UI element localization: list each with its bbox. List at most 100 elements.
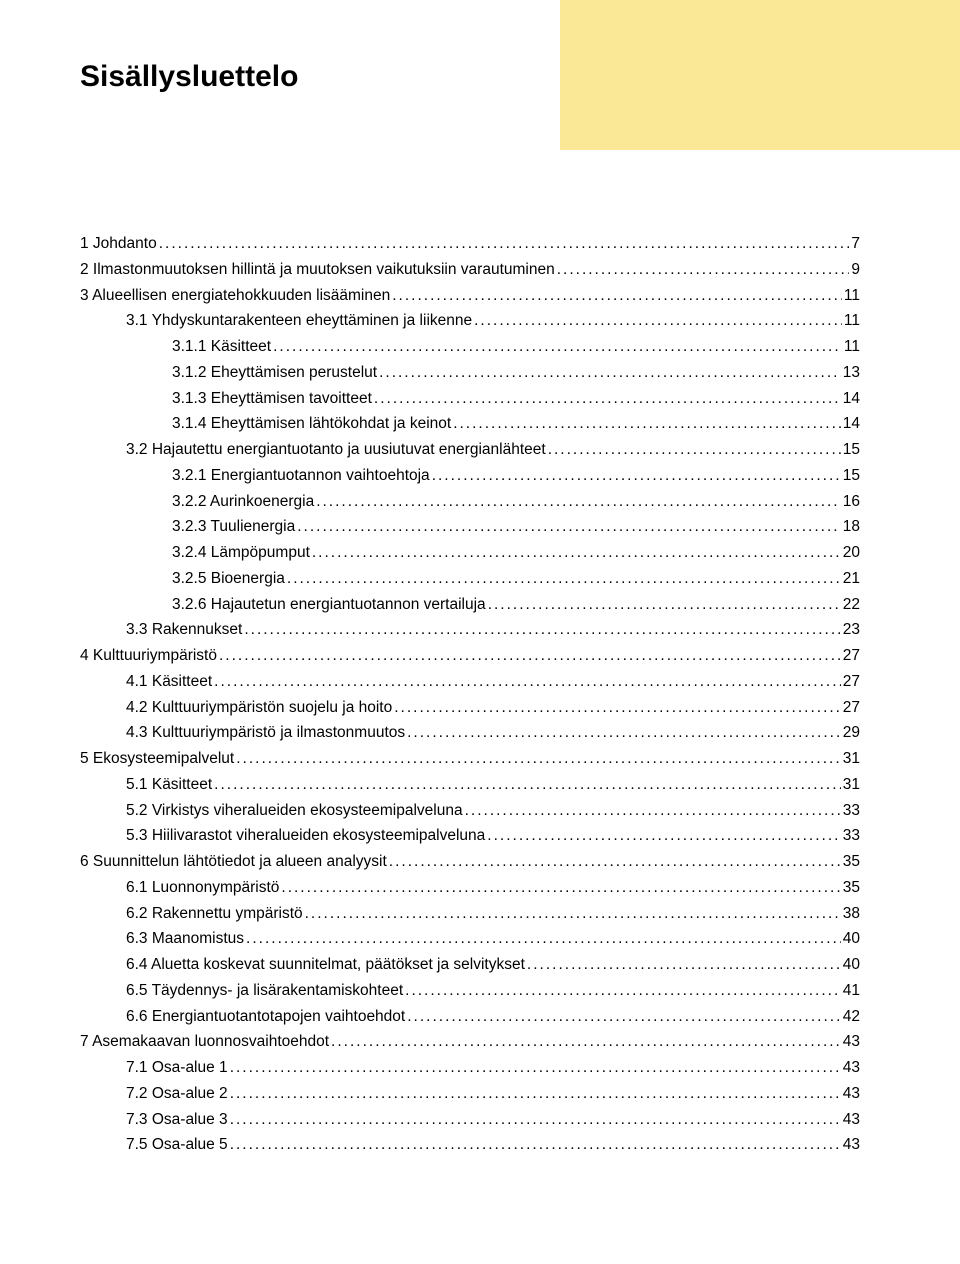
toc-leader-dots	[474, 309, 842, 332]
toc-entry-page: 35	[843, 876, 860, 899]
toc-entry-page: 11	[844, 309, 860, 332]
toc-entry: 1 Johdanto 7	[80, 232, 860, 255]
toc-entry: 3.2.2 Aurinkoenergia16	[80, 490, 860, 513]
toc-leader-dots	[557, 258, 850, 281]
toc-leader-dots	[316, 490, 841, 513]
toc-entry-label: 5.1 Käsitteet	[126, 773, 212, 796]
toc-entry-label: 7.5 Osa-alue 5	[126, 1133, 228, 1156]
toc-entry-label: 4.2 Kulttuuriympäristön suojelu ja hoito	[126, 696, 392, 719]
toc-entry: 3.2.3 Tuulienergia 18	[80, 515, 860, 538]
toc-entry-page: 42	[843, 1005, 860, 1028]
toc-leader-dots	[392, 284, 842, 307]
toc-entry-label: 3.2.3 Tuulienergia	[172, 515, 295, 538]
toc-entry-label: 3.2.4 Lämpöpumput	[172, 541, 310, 564]
toc-entry-page: 14	[843, 387, 860, 410]
toc-entry-page: 43	[843, 1133, 860, 1156]
toc-leader-dots	[394, 696, 841, 719]
toc-entry-page: 18	[843, 515, 860, 538]
toc-entry-label: 6.5 Täydennys- ja lisärakentamiskohteet	[126, 979, 403, 1002]
toc-entry: 7.5 Osa-alue 5 43	[80, 1133, 860, 1156]
toc-leader-dots	[230, 1056, 841, 1079]
toc-leader-dots	[214, 670, 841, 693]
toc-entry: 7 Asemakaavan luonnosvaihtoehdot43	[80, 1030, 860, 1053]
toc-entry-label: 7.2 Osa-alue 2	[126, 1082, 228, 1105]
toc-entry-page: 22	[843, 593, 860, 616]
toc-entry-page: 31	[843, 773, 860, 796]
toc-entry-page: 21	[843, 567, 860, 590]
toc-leader-dots	[379, 361, 841, 384]
toc-leader-dots	[230, 1133, 841, 1156]
toc-entry-page: 9	[851, 258, 860, 281]
toc-entry-label: 4 Kulttuuriympäristö	[80, 644, 217, 667]
page-title: Sisällysluettelo	[80, 60, 560, 94]
toc-entry-page: 40	[843, 927, 860, 950]
toc-entry-page: 13	[843, 361, 860, 384]
toc-entry-page: 31	[843, 747, 860, 770]
toc-leader-dots	[331, 1030, 841, 1053]
toc-entry-label: 3.1.3 Eheyttämisen tavoitteet	[172, 387, 372, 410]
toc-entry-page: 14	[843, 412, 860, 435]
toc-entry: 3.1.3 Eheyttämisen tavoitteet 14	[80, 387, 860, 410]
toc-entry-label: 6.2 Rakennettu ympäristö	[126, 902, 303, 925]
toc-entry-page: 33	[843, 799, 860, 822]
toc-entry-page: 11	[844, 335, 860, 358]
toc-entry: 3.1.1 Käsitteet11	[80, 335, 860, 358]
toc-leader-dots	[407, 1005, 841, 1028]
toc-leader-dots	[236, 747, 841, 770]
toc-entry-label: 3.2.1 Energiantuotannon vaihtoehtoja	[172, 464, 430, 487]
toc-entry-label: 3 Alueellisen energiatehokkuuden lisäämi…	[80, 284, 390, 307]
toc-leader-dots	[389, 850, 841, 873]
toc-entry-page: 35	[843, 850, 860, 873]
toc-leader-dots	[246, 927, 841, 950]
toc-entry-page: 7	[851, 232, 860, 255]
toc-entry-page: 43	[843, 1082, 860, 1105]
toc-entry-page: 43	[843, 1056, 860, 1079]
header-tab: Sisällysluettelo	[0, 0, 560, 200]
toc-entry-label: 3.2.6 Hajautetun energiantuotannon verta…	[172, 593, 486, 616]
toc-entry: 6.5 Täydennys- ja lisärakentamiskohteet4…	[80, 979, 860, 1002]
toc-entry-label: 6 Suunnittelun lähtötiedot ja alueen ana…	[80, 850, 387, 873]
toc-entry: 3.1.4 Eheyttämisen lähtökohdat ja keinot…	[80, 412, 860, 435]
toc-entry: 3.1.2 Eheyttämisen perustelut13	[80, 361, 860, 384]
table-of-contents: 1 Johdanto 7 2 Ilmastonmuutoksen hillintä …	[80, 232, 860, 1159]
toc-entry: 6.1 Luonnonympäristö35	[80, 876, 860, 899]
toc-entry-label: 6.6 Energiantuotantotapojen vaihtoehdot	[126, 1005, 405, 1028]
toc-entry-page: 27	[843, 670, 860, 693]
toc-leader-dots	[548, 438, 841, 461]
toc-entry: 6 Suunnittelun lähtötiedot ja alueen ana…	[80, 850, 860, 873]
toc-entry-label: 3.1 Yhdyskuntarakenteen eheyttäminen ja …	[126, 309, 472, 332]
toc-leader-dots	[230, 1082, 841, 1105]
toc-leader-dots	[230, 1108, 841, 1131]
toc-entry: 3.2.6 Hajautetun energiantuotannon verta…	[80, 593, 860, 616]
toc-entry-page: 43	[843, 1030, 860, 1053]
toc-entry: 2 Ilmastonmuutoksen hillintä ja muutokse…	[80, 258, 860, 281]
toc-entry: 4.3 Kulttuuriympäristö ja ilmastonmuutos…	[80, 721, 860, 744]
toc-leader-dots	[453, 412, 841, 435]
toc-entry: 6.6 Energiantuotantotapojen vaihtoehdot 4…	[80, 1005, 860, 1028]
toc-entry-page: 27	[843, 644, 860, 667]
toc-entry: 4.1 Käsitteet27	[80, 670, 860, 693]
toc-leader-dots	[287, 567, 841, 590]
toc-entry-page: 15	[843, 438, 860, 461]
toc-leader-dots	[281, 876, 840, 899]
toc-entry: 4 Kulttuuriympäristö 27	[80, 644, 860, 667]
toc-entry: 6.2 Rakennettu ympäristö38	[80, 902, 860, 925]
toc-entry-page: 29	[843, 721, 860, 744]
toc-entry-page: 23	[843, 618, 860, 641]
toc-leader-dots	[487, 824, 840, 847]
toc-entry-label: 1 Johdanto	[80, 232, 157, 255]
toc-leader-dots	[488, 593, 841, 616]
toc-leader-dots	[219, 644, 841, 667]
toc-entry-label: 5.2 Virkistys viheralueiden ekosysteemip…	[126, 799, 463, 822]
toc-entry: 3.3 Rakennukset23	[80, 618, 860, 641]
toc-entry: 5.2 Virkistys viheralueiden ekosysteemip…	[80, 799, 860, 822]
toc-entry: 5 Ekosysteemipalvelut31	[80, 747, 860, 770]
toc-entry: 6.3 Maanomistus40	[80, 927, 860, 950]
toc-entry-label: 7.1 Osa-alue 1	[126, 1056, 228, 1079]
toc-entry-label: 4.3 Kulttuuriympäristö ja ilmastonmuutos	[126, 721, 405, 744]
toc-entry-label: 2 Ilmastonmuutoksen hillintä ja muutokse…	[80, 258, 555, 281]
toc-leader-dots	[407, 721, 841, 744]
toc-entry: 6.4 Aluetta koskevat suunnitelmat, päätö…	[80, 953, 860, 976]
toc-entry-label: 3.2 Hajautettu energiantuotanto ja uusiu…	[126, 438, 546, 461]
toc-entry-page: 40	[843, 953, 860, 976]
